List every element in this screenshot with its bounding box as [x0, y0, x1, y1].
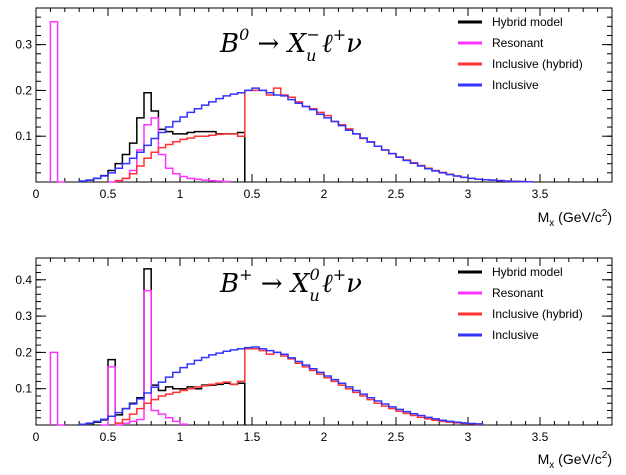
chart-panel-bottom: 0 0.5 1 1.5 2 2.5 3 3.5 0.1 0.2 0.3 0.4 B+ → Xu0ℓ+ν…	[15, 257, 613, 471]
legend-bottom: Hybrid model Resonant Inclusive (hybrid) In…	[458, 265, 583, 342]
x-tick-label: 0.5	[244, 187, 261, 201]
x-tick-label: 1	[177, 430, 184, 444]
x-tick-label: 3.5	[532, 187, 549, 201]
plot-area-top: 0 0.5 1 0.5 2 2.5 3 3.5 0.1 0.2 0.3	[15, 7, 613, 201]
x-tick-label: 2.5	[388, 430, 405, 444]
legend-entry-label: Hybrid model	[492, 265, 563, 279]
plot-area-bottom: 0 0.5 1 1.5 2 2.5 3 3.5 0.1 0.2 0.3 0.4	[15, 257, 613, 444]
y-tick-label: 0.1	[15, 382, 32, 396]
y-tick-label: 0.3	[15, 38, 32, 52]
chart-title-bottom: B+ → Xu0ℓ+ν	[219, 265, 362, 305]
x-tick-label: 2	[321, 187, 328, 201]
x-tick-label: 0	[33, 430, 40, 444]
legend-entry-label: Resonant	[492, 286, 544, 300]
x-tick-label: 2	[321, 430, 328, 444]
y-tick-label: 0.4	[15, 273, 32, 287]
x-tick-label: 3.5	[532, 430, 549, 444]
x-tick-label: 1.5	[244, 430, 261, 444]
legend-entry-label: Hybrid model	[492, 15, 563, 29]
x-tick-label: 3	[465, 430, 472, 444]
x-tick-label: 2.5	[388, 187, 405, 201]
x-tick-label: 3	[465, 187, 472, 201]
x-axis-label-top: Mx (GeV/c2)	[538, 208, 612, 229]
legend-top: Hybrid model Resonant Inclusive (hybrid) In…	[458, 15, 583, 92]
chart-title-top: B0 → Xu−ℓ+ν	[219, 25, 362, 65]
chart-panel-top: 0 0.5 1 0.5 2 2.5 3 3.5 0.1 0.2 0.3 B0 → Xu−ℓ+ν Hy…	[15, 7, 613, 229]
x-tick-label: 1	[177, 187, 184, 201]
series-line-inclusive	[78, 87, 534, 183]
legend-entry-label: Inclusive (hybrid)	[492, 307, 583, 321]
x-tick-label: 0.5	[100, 187, 117, 201]
x-tick-label: 0	[33, 187, 40, 201]
y-tick-label: 0.2	[15, 83, 32, 97]
x-axis-label-bottom: Mx (GeV/c2)	[538, 450, 612, 471]
y-tick-label: 0.2	[15, 345, 32, 359]
series-line-inclusive	[78, 346, 484, 426]
y-tick-label: 0.3	[15, 309, 32, 323]
legend-entry-label: Inclusive (hybrid)	[492, 57, 583, 71]
legend-entry-label: Inclusive	[492, 328, 539, 342]
y-tick-label: 0.1	[15, 129, 32, 143]
legend-entry-label: Resonant	[492, 36, 544, 50]
legend-entry-label: Inclusive	[492, 78, 539, 92]
x-tick-label: 0.5	[100, 430, 117, 444]
